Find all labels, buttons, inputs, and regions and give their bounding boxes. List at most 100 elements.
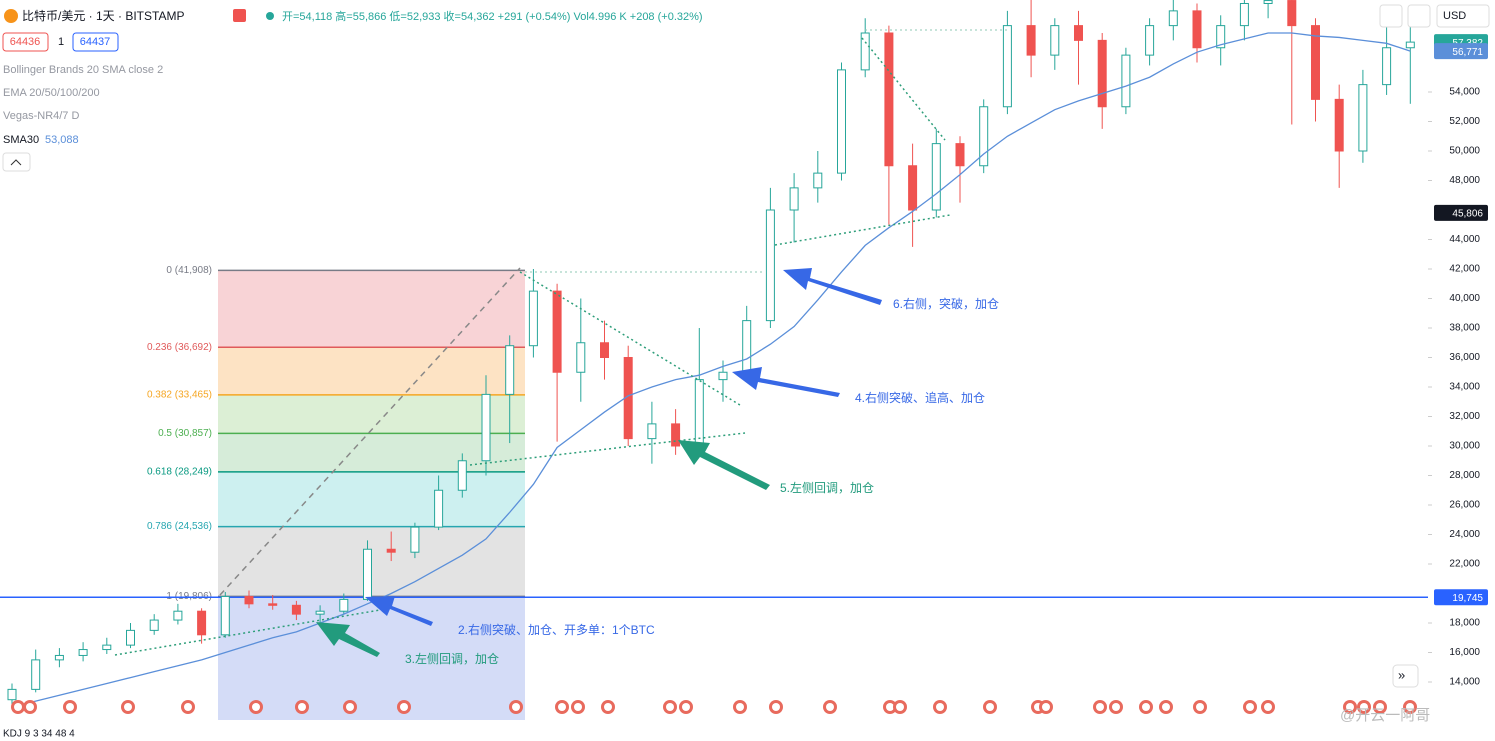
candle-body [197, 610, 207, 636]
event-icon-inner [66, 703, 74, 711]
fib-zone [218, 433, 525, 472]
trend-dotted [469, 432, 746, 466]
fib-label: 0.5 (30,857) [158, 428, 212, 439]
candle-body [363, 548, 372, 600]
y-tick-label: 50,000 [1449, 146, 1480, 157]
candle-body [102, 644, 112, 651]
event-icon-inner [346, 703, 354, 711]
candle-body [576, 342, 586, 373]
candle-body [173, 610, 183, 621]
candle-body [765, 209, 775, 322]
event-icon-inner [252, 703, 260, 711]
candle-body [908, 165, 918, 211]
candle-body [955, 143, 965, 167]
y-tick-label: 24,000 [1449, 529, 1480, 540]
candle-body [339, 598, 349, 612]
arrow [316, 622, 380, 657]
sell-button[interactable] [2, 32, 49, 52]
event-icon-inner [1196, 703, 1204, 711]
y-tick-label: 26,000 [1449, 500, 1480, 511]
trend-dotted [774, 214, 951, 246]
candle-body [742, 320, 752, 373]
scroll-button[interactable] [1379, 4, 1403, 28]
candle-body [1263, 0, 1273, 4]
sma-name: SMA30 [3, 134, 39, 146]
trend-dotted [861, 37, 946, 141]
arrow [783, 268, 882, 305]
candle-body [434, 489, 444, 528]
candle-body [528, 290, 538, 347]
fib-zone [218, 347, 525, 395]
event-icon-inner [1406, 703, 1414, 711]
currency-select[interactable] [1436, 4, 1490, 28]
candle-body [671, 423, 681, 447]
fib-zone [218, 596, 525, 720]
buy-button[interactable] [72, 32, 119, 52]
event-icon-inner [1360, 703, 1368, 711]
candle-body [813, 172, 823, 189]
kdj: KDJ 9 3 34 48 4 [3, 729, 75, 740]
event-icon-inner [886, 703, 894, 711]
buy-price: 64437 [80, 36, 111, 48]
candle-body [244, 595, 254, 605]
candle-body [31, 659, 41, 690]
event-icon-inner [1264, 703, 1272, 711]
event-icon-inner [736, 703, 744, 711]
candle-body [718, 371, 728, 381]
y-tick-label: 30,000 [1449, 441, 1480, 452]
candle-body [931, 143, 941, 211]
sma-value: 53,088 [45, 134, 79, 146]
event-icon-inner [14, 703, 22, 711]
indicator: Bollinger Brands 20 SMA close 2 [3, 64, 163, 76]
candle-body [1050, 25, 1060, 56]
candle-body [1168, 10, 1178, 27]
candle-body [54, 654, 64, 661]
candle-body [884, 32, 894, 167]
candle-body [126, 629, 135, 646]
fib-zone [218, 471, 525, 527]
annotation: 3.左侧回调，加仓 [405, 651, 499, 666]
y-tick-label: 42,000 [1449, 264, 1480, 275]
y-tick-label: 16,000 [1449, 647, 1480, 658]
event-icon-inner [936, 703, 944, 711]
fib-label: 0.786 (24,536) [147, 521, 212, 532]
drawings [114, 29, 1010, 656]
scroll-icon: » [1398, 667, 1405, 682]
candle-body [1334, 98, 1344, 152]
candle-body [1382, 47, 1392, 86]
event-icon-inner [772, 703, 780, 711]
price-tag-label: 56,771 [1452, 47, 1483, 58]
collapse-button[interactable] [2, 152, 31, 172]
annotation: 5.左侧回调，加仓 [780, 480, 874, 495]
candle-body [1121, 54, 1131, 108]
candle-body [7, 688, 17, 701]
event-icon-inner [666, 703, 674, 711]
legend-panel: 比特币/美元 · 1天 · BITSTAMP 开=54,118 高=55,866… [2, 4, 1490, 740]
event-icon-inner [1376, 703, 1384, 711]
candle-body [1097, 39, 1107, 108]
y-tick-label: 28,000 [1449, 470, 1480, 481]
event-icon-inner [1246, 703, 1254, 711]
y-tick-label: 40,000 [1449, 293, 1480, 304]
watermark: @开云一阿哥 [1340, 707, 1430, 724]
arrow [365, 596, 433, 626]
chevron [10, 159, 22, 166]
candle-body [149, 619, 159, 631]
candle-body [78, 649, 88, 656]
candle-body [600, 342, 609, 358]
candle-body [1145, 25, 1155, 56]
reset-button[interactable] [1407, 4, 1431, 28]
ohlc: 开=54,118 高=55,866 低=52,933 收=54,362 +291… [282, 9, 703, 23]
price-axis-labels: 14,000 16,000 18,000 22,000 24,000 26,000 28,0… [1428, 34, 1488, 688]
price-tag-label: 45,806 [1452, 209, 1483, 220]
fib-zone [218, 270, 525, 348]
y-tick-label: 48,000 [1449, 175, 1480, 186]
event-icon-inner [574, 703, 582, 711]
candle-body [1002, 25, 1012, 108]
candle-body [1287, 0, 1297, 27]
candle-body [1192, 10, 1202, 49]
event-icon-inner [298, 703, 306, 711]
fib-zone [218, 394, 525, 434]
indicator: Vegas-NR4/7 D [3, 110, 79, 122]
scroll-right[interactable] [1392, 664, 1419, 688]
